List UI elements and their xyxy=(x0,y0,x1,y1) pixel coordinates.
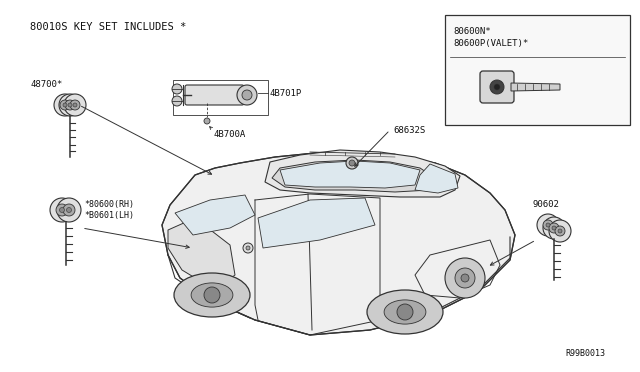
Circle shape xyxy=(50,198,74,222)
Circle shape xyxy=(349,160,355,166)
Circle shape xyxy=(68,103,72,107)
Polygon shape xyxy=(258,198,375,248)
Circle shape xyxy=(537,214,559,236)
Text: 80600P(VALET)*: 80600P(VALET)* xyxy=(453,39,528,48)
Circle shape xyxy=(558,229,562,233)
Circle shape xyxy=(56,204,68,216)
Circle shape xyxy=(64,94,86,116)
Circle shape xyxy=(494,84,500,90)
Polygon shape xyxy=(168,218,235,290)
Circle shape xyxy=(543,220,553,230)
Circle shape xyxy=(246,246,250,250)
FancyBboxPatch shape xyxy=(185,85,244,105)
Polygon shape xyxy=(415,164,458,193)
Circle shape xyxy=(65,100,75,110)
Polygon shape xyxy=(265,150,460,197)
Circle shape xyxy=(63,204,75,216)
Text: 48700*: 48700* xyxy=(30,80,62,89)
Circle shape xyxy=(60,208,65,212)
Text: 4B701P: 4B701P xyxy=(270,89,302,97)
Polygon shape xyxy=(162,153,515,335)
Circle shape xyxy=(172,84,182,94)
Circle shape xyxy=(549,220,571,242)
Circle shape xyxy=(555,226,565,236)
Circle shape xyxy=(543,217,565,239)
Circle shape xyxy=(63,103,67,107)
Polygon shape xyxy=(175,195,255,235)
Text: *80600(RH): *80600(RH) xyxy=(84,200,134,209)
Text: 68632S: 68632S xyxy=(393,125,425,135)
Circle shape xyxy=(455,268,475,288)
Circle shape xyxy=(204,118,210,124)
Circle shape xyxy=(70,100,80,110)
Circle shape xyxy=(67,208,72,212)
Circle shape xyxy=(346,157,358,169)
Circle shape xyxy=(549,223,559,233)
Circle shape xyxy=(242,90,252,100)
Text: 4B700A: 4B700A xyxy=(213,130,245,139)
Circle shape xyxy=(243,243,253,253)
Circle shape xyxy=(461,274,469,282)
Circle shape xyxy=(59,94,81,116)
Circle shape xyxy=(54,94,76,116)
FancyBboxPatch shape xyxy=(480,71,514,103)
Circle shape xyxy=(60,100,70,110)
Circle shape xyxy=(397,304,413,320)
Polygon shape xyxy=(511,83,560,91)
Ellipse shape xyxy=(191,283,233,307)
Text: 80600N*: 80600N* xyxy=(453,27,491,36)
Ellipse shape xyxy=(367,290,443,334)
Circle shape xyxy=(490,80,504,94)
Text: 90602: 90602 xyxy=(533,200,560,209)
Ellipse shape xyxy=(384,300,426,324)
Circle shape xyxy=(57,198,81,222)
Circle shape xyxy=(73,103,77,107)
Text: R99B0013: R99B0013 xyxy=(565,349,605,358)
Circle shape xyxy=(204,287,220,303)
Polygon shape xyxy=(272,160,435,192)
Text: *B0601(LH): *B0601(LH) xyxy=(84,211,134,220)
Circle shape xyxy=(172,96,182,106)
Ellipse shape xyxy=(174,273,250,317)
Circle shape xyxy=(552,226,556,230)
Bar xyxy=(445,15,630,125)
Circle shape xyxy=(445,258,485,298)
Bar xyxy=(173,80,268,115)
Polygon shape xyxy=(280,161,420,188)
Text: 80010S KEY SET INCLUDES *: 80010S KEY SET INCLUDES * xyxy=(30,22,186,32)
Circle shape xyxy=(237,85,257,105)
Circle shape xyxy=(546,223,550,227)
